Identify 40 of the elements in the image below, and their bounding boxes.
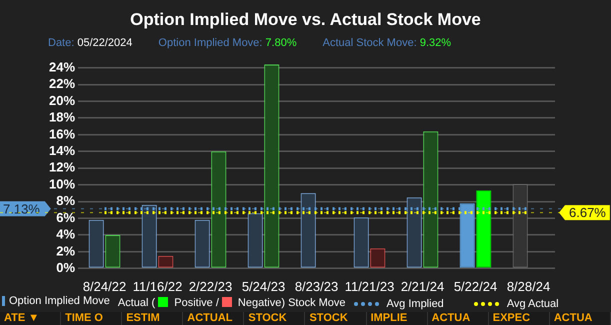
- text: ACTUA: [428, 312, 489, 325]
- text: ESTIM: [122, 312, 184, 325]
- y-tick-label: 12%: [48, 160, 76, 175]
- y-tick-label: 16%: [48, 126, 76, 142]
- text: IMPLIE: [366, 312, 428, 325]
- y-tick-label: 0%: [56, 260, 76, 275]
- ref-line-label: 6.67%: [569, 205, 606, 220]
- legend-label: Avg Actual: [506, 298, 559, 310]
- chart-title: Option Implied Move vs. Actual Stock Move: [129, 10, 482, 30]
- y-tick-label: 8%: [56, 193, 76, 208]
- y-tick-label: 22%: [48, 76, 76, 92]
- x-tick-label: 8/24/22: [82, 278, 126, 294]
- x-tick-label: 11/16/22: [132, 278, 182, 294]
- text: TIME O: [61, 312, 122, 325]
- text: STOCK: [305, 312, 367, 325]
- text: EXPEC: [488, 312, 550, 325]
- x-tick-label: 8/23/23: [294, 278, 338, 294]
- x-tick-label: 2/22/23: [188, 278, 232, 294]
- legend-label: Option Implied Move: [9, 295, 110, 307]
- x-tick-label: 5/24/23: [242, 278, 286, 294]
- y-tick-label: 18%: [48, 110, 76, 125]
- y-tick-label: 24%: [48, 59, 76, 74]
- text: ATE ▼: [0, 312, 62, 325]
- legend-label: Avg Implied: [386, 298, 444, 310]
- y-tick-label: 14%: [48, 142, 76, 158]
- text: ACTUA: [550, 312, 611, 325]
- x-tick-label: 5/22/24: [454, 278, 498, 294]
- x-tick-label: 11/21/23: [344, 278, 394, 294]
- ref-line-label: 7.13%: [3, 201, 40, 216]
- y-tick-label: 10%: [48, 176, 76, 192]
- text: ACTUAL: [183, 312, 244, 325]
- y-tick-label: 2%: [56, 243, 76, 258]
- text: Actual ( Positive / Negative) Stock Move: [118, 297, 346, 309]
- x-tick-label: 2/21/24: [400, 278, 444, 294]
- y-tick-label: 4%: [56, 226, 76, 242]
- y-tick-label: 6%: [56, 210, 76, 225]
- text: STOCK: [244, 312, 306, 325]
- text: Date: 05/22/2024 Option Implied Move: 7.80% Actual Stock Move: 9.32%: [48, 37, 452, 49]
- y-tick-label: 20%: [48, 92, 76, 108]
- x-tick-label: 8/28/24: [506, 278, 550, 294]
